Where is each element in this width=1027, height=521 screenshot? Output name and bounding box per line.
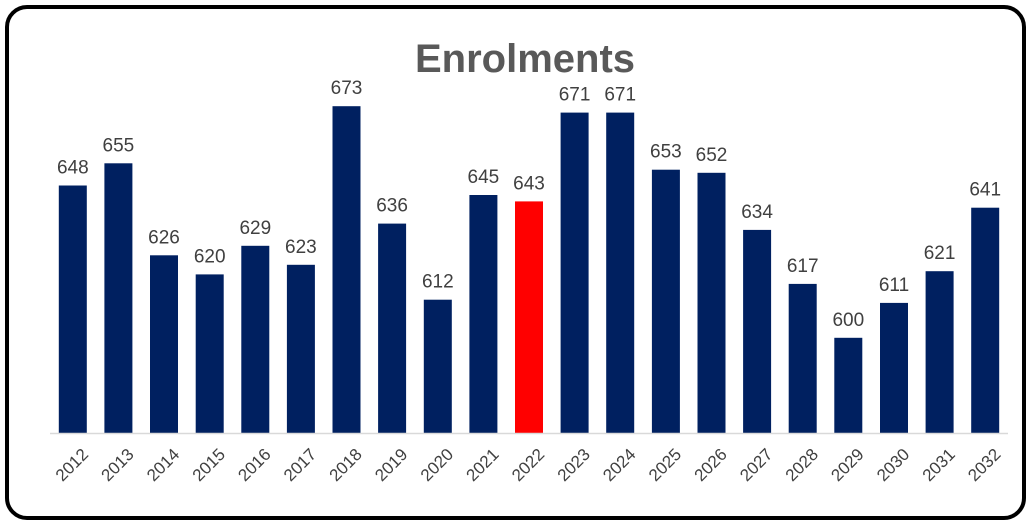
data-label-2020: 612 (422, 272, 454, 293)
x-tick-label-2026: 2026 (691, 445, 731, 485)
bar-2028 (788, 283, 817, 433)
data-label-2016: 629 (239, 218, 271, 239)
data-label-2030: 611 (879, 275, 909, 296)
x-tick-label-2013: 2013 (98, 445, 138, 485)
data-label-2017: 623 (285, 237, 317, 258)
bar-2019 (378, 223, 407, 433)
data-label-2015: 620 (194, 246, 226, 267)
bar-2031 (925, 271, 954, 433)
data-label-2028: 617 (787, 256, 819, 277)
x-tick-label-2032: 2032 (964, 445, 1004, 485)
data-label-2014: 626 (148, 227, 180, 248)
x-tick-label-2028: 2028 (782, 445, 822, 485)
data-label-2025: 653 (650, 142, 682, 163)
bar-2018 (332, 106, 361, 433)
x-tick-label-2015: 2015 (189, 445, 229, 485)
bar-2016 (241, 245, 270, 433)
x-tick-label-2030: 2030 (873, 445, 913, 485)
x-tick-label-2025: 2025 (645, 445, 685, 485)
x-tick-label-2029: 2029 (827, 445, 867, 485)
data-label-2024: 671 (604, 85, 636, 106)
data-label-2026: 652 (696, 145, 728, 166)
x-tick-label-2031: 2031 (919, 445, 959, 485)
x-tick-label-2023: 2023 (554, 445, 594, 485)
x-tick-label-2018: 2018 (326, 445, 366, 485)
bar-2012 (58, 185, 87, 433)
bar-2020 (423, 299, 452, 433)
data-label-2021: 645 (468, 167, 500, 188)
data-label-2031: 621 (924, 243, 956, 264)
bar-2017 (286, 264, 315, 433)
bar-2026 (697, 172, 726, 434)
x-tick-labels-group: 2012 2013 2014 2015 2016 2017 2018 2019 2020 2021… (52, 445, 1005, 485)
bar-2023 (560, 112, 589, 433)
bar-2021 (469, 195, 498, 433)
bar-2029 (834, 337, 863, 433)
data-label-2012: 648 (57, 158, 89, 179)
data-label-2023: 671 (559, 85, 591, 106)
x-tick-label-2027: 2027 (736, 445, 776, 485)
data-label-2022: 643 (513, 173, 545, 194)
x-tick-label-2024: 2024 (599, 445, 639, 485)
bar-2013 (104, 163, 133, 434)
x-tick-label-2014: 2014 (143, 445, 183, 485)
data-label-2013: 655 (103, 135, 135, 156)
data-label-2032: 641 (969, 180, 1001, 201)
x-tick-label-2016: 2016 (234, 445, 274, 485)
bars-group (58, 106, 1000, 434)
bar-2032 (971, 207, 1000, 433)
x-tick-label-2022: 2022 (508, 445, 548, 485)
data-label-2019: 636 (376, 196, 408, 217)
x-tick-label-2019: 2019 (371, 445, 411, 485)
bar-2027 (743, 229, 772, 433)
data-label-2027: 634 (741, 202, 773, 223)
data-label-2029: 600 (832, 310, 864, 331)
x-tick-label-2012: 2012 (52, 445, 92, 485)
bar-2030 (880, 302, 908, 433)
bar-2015 (195, 274, 224, 433)
bar-2025 (651, 169, 680, 433)
bar-2014 (150, 255, 178, 433)
x-tick-label-2021: 2021 (463, 445, 503, 485)
data-labels-group: 648 655 626 620 629 623 673 636 612 645 643 671 671 6… (57, 78, 1001, 331)
chart-title: Enrolments (415, 37, 635, 81)
x-tick-label-2020: 2020 (417, 445, 457, 485)
x-tick-label-2017: 2017 (280, 445, 320, 485)
bar-2024 (606, 112, 635, 433)
bar-2022 (515, 201, 543, 433)
data-label-2018: 673 (331, 78, 363, 99)
